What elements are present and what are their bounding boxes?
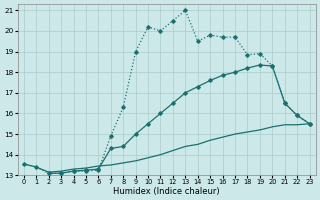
X-axis label: Humidex (Indice chaleur): Humidex (Indice chaleur) — [113, 187, 220, 196]
